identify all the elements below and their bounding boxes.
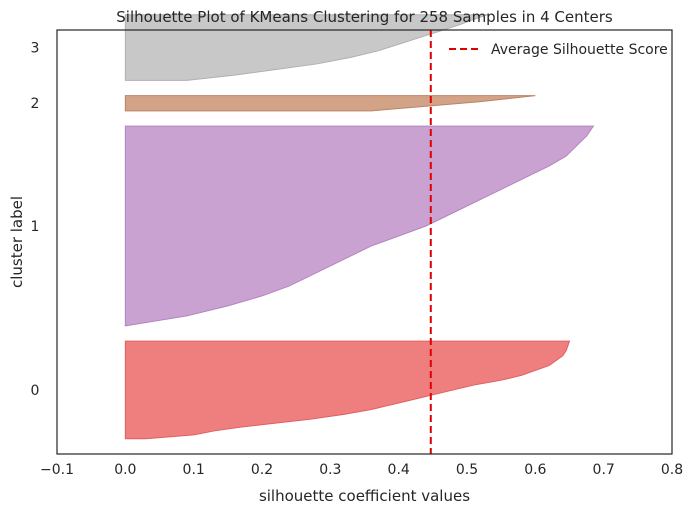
cluster-label-2: 2 [31,96,40,112]
y-axis-label: cluster label [8,196,26,288]
x-tick-label: 0.4 [388,462,410,478]
x-tick-label: 0.1 [183,462,205,478]
x-tick-label: 0.8 [661,462,683,478]
x-axis-ticks: −0.1 0.0 0.1 0.2 0.3 0.4 0.5 0.6 0.7 0.8 [40,462,683,478]
x-tick-label: 0.3 [319,462,341,478]
cluster-3-area [124,14,488,81]
x-tick-label: 0.5 [456,462,478,478]
legend-entry-average-silhouette-score: Average Silhouette Score [491,42,668,58]
x-tick-label: −0.1 [40,462,74,478]
x-axis-label: silhouette coefficient values [259,487,470,505]
legend: Average Silhouette Score [449,42,668,58]
x-tick-label: 0.6 [524,462,546,478]
cluster-2-area [124,95,536,112]
cluster-0-area [124,340,571,440]
cluster-labels: 0 1 2 3 [31,41,40,399]
cluster-1-area [124,125,595,327]
axes-frame [56,29,673,455]
x-tick-label: 0.2 [251,462,273,478]
x-tick-label: 0.7 [593,462,615,478]
clusters-layer [124,14,595,440]
chart-title: Silhouette Plot of KMeans Clustering for… [116,8,613,26]
cluster-label-0: 0 [31,383,40,399]
cluster-label-3: 3 [31,41,40,57]
x-tick-label: 0.0 [114,462,136,478]
cluster-label-1: 1 [31,219,40,235]
